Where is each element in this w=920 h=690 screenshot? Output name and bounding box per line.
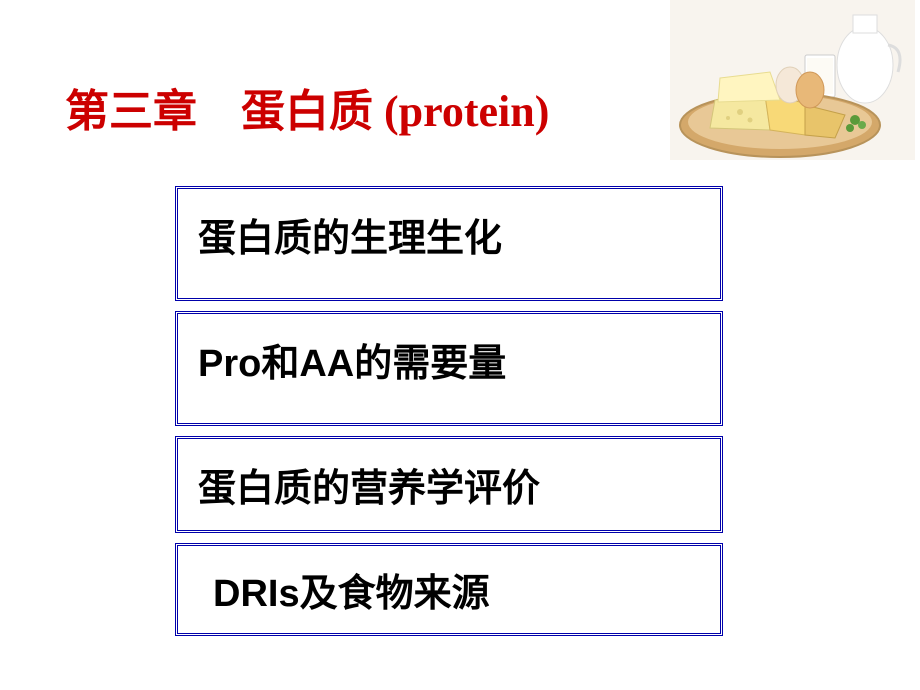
topic-box-4: DRIs及食物来源 [175,543,723,636]
topic-box-1: 蛋白质的生理生化 [175,186,723,301]
protein-foods-image [670,0,915,160]
chapter-title: 第三章 蛋白质 (protein) [65,75,549,139]
topic-box-3: 蛋白质的营养学评价 [175,436,723,533]
topic-box-2: Pro和AA的需要量 [175,311,723,426]
topic-boxes-container: 蛋白质的生理生化 Pro和AA的需要量 蛋白质的营养学评价 DRIs及食物来源 [175,186,723,646]
